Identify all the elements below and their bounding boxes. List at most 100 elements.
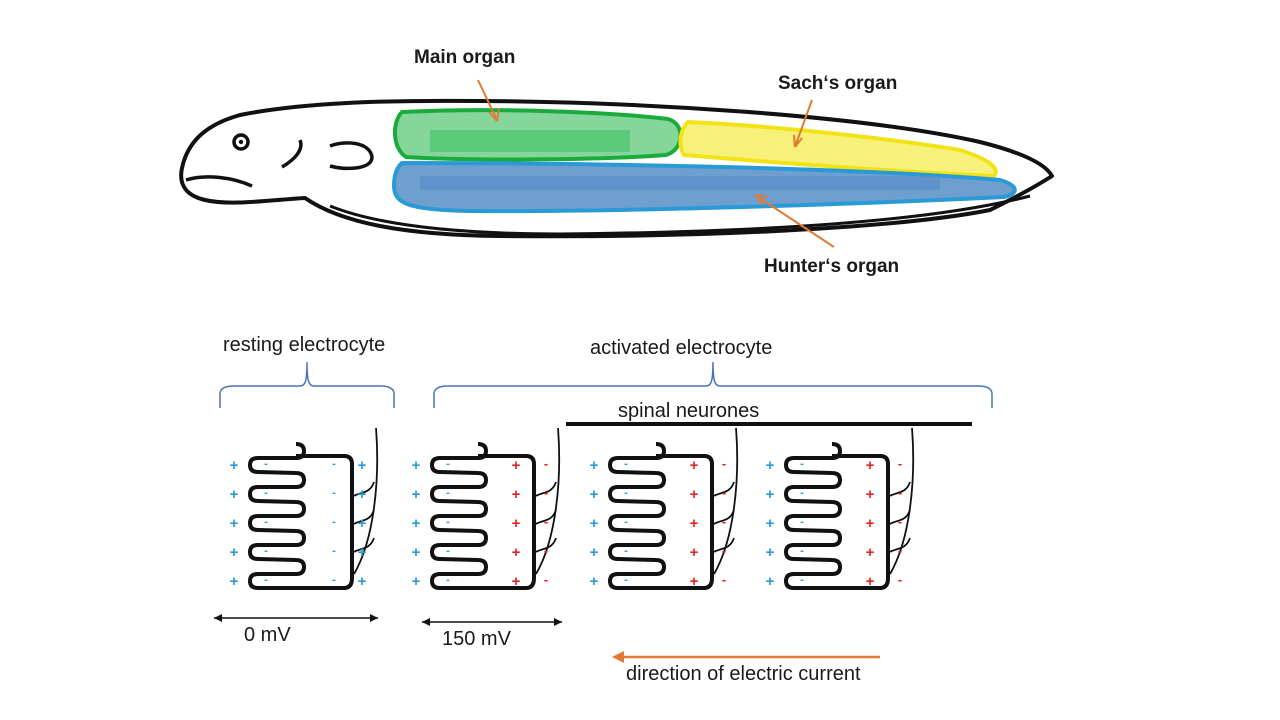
plus-sign: + xyxy=(358,457,367,474)
activated-bracket xyxy=(433,361,993,408)
plus-sign: + xyxy=(512,486,521,503)
plus-sign: + xyxy=(412,486,421,503)
minus-sign: - xyxy=(722,485,726,500)
nerve-fibre xyxy=(889,427,915,575)
plus-sign: + xyxy=(866,515,875,532)
minus-sign: - xyxy=(722,514,726,529)
nerve-fibre xyxy=(713,427,739,575)
minus-sign: - xyxy=(898,514,902,529)
minus-sign: - xyxy=(800,574,804,586)
plus-sign: + xyxy=(412,457,421,474)
plus-sign: + xyxy=(866,573,875,590)
minus-sign: - xyxy=(624,458,628,470)
plus-sign: + xyxy=(690,573,699,590)
sachs-organ-arrow xyxy=(795,99,813,145)
minus-sign: - xyxy=(624,545,628,557)
plus-sign: + xyxy=(358,544,367,561)
minus-sign: - xyxy=(624,574,628,586)
nerve-branch xyxy=(889,481,911,497)
minus-sign: - xyxy=(800,545,804,557)
plus-sign: + xyxy=(230,544,239,561)
current-direction-label: direction of electric current xyxy=(626,663,861,685)
plus-sign: + xyxy=(766,457,775,474)
fish-belly-line xyxy=(329,194,1031,236)
minus-sign: - xyxy=(264,487,268,499)
minus-sign: - xyxy=(800,487,804,499)
nerve-branch xyxy=(353,481,375,497)
plus-sign: + xyxy=(766,544,775,561)
resting-electrocyte-label: resting electrocyte xyxy=(223,334,386,356)
minus-sign: - xyxy=(332,545,336,557)
minus-sign: - xyxy=(332,516,336,528)
resting-bracket xyxy=(219,361,395,408)
nerve-branch xyxy=(535,509,557,525)
sachs-organ-shape xyxy=(678,119,998,179)
nerve-branch xyxy=(713,537,735,553)
plus-sign: + xyxy=(690,457,699,474)
fish xyxy=(179,79,1054,248)
plus-sign: + xyxy=(358,515,367,532)
electrocyte-1: + - - + + - - + + - - + + - - + + - - + xyxy=(230,427,379,590)
plus-sign: + xyxy=(590,486,599,503)
minus-sign: - xyxy=(544,543,548,558)
plus-sign: + xyxy=(512,573,521,590)
plus-sign: + xyxy=(766,486,775,503)
nerve-fibre xyxy=(353,427,379,575)
main-organ-fill xyxy=(430,130,630,152)
plus-sign: + xyxy=(512,515,521,532)
plus-sign: + xyxy=(866,544,875,561)
fish-mouth xyxy=(185,175,253,188)
minus-sign: - xyxy=(898,543,902,558)
nerve-branch xyxy=(353,509,375,525)
fish-gill xyxy=(281,139,303,169)
minus-sign: - xyxy=(722,543,726,558)
electrocyte-3: + - + - + - + - + - + - + - + - + - + - xyxy=(590,427,739,590)
plus-sign: + xyxy=(412,515,421,532)
resting-voltage-label: 0 mV xyxy=(244,624,291,646)
plus-sign: + xyxy=(590,544,599,561)
main-organ-label: Main organ xyxy=(414,47,516,68)
minus-sign: - xyxy=(264,516,268,528)
minus-sign: - xyxy=(264,458,268,470)
electrocyte-membrane xyxy=(608,442,714,590)
minus-sign: - xyxy=(722,572,726,587)
activated-voltage-label: 150 mV xyxy=(442,628,511,650)
current-direction-arrow xyxy=(612,651,880,663)
minus-sign: - xyxy=(264,574,268,586)
hunters-organ-label: Hunter‘s organ xyxy=(764,256,900,277)
plus-sign: + xyxy=(230,457,239,474)
activated-electrocyte-label: activated electrocyte xyxy=(590,337,773,359)
plus-sign: + xyxy=(590,457,599,474)
nerve-branch xyxy=(889,509,911,525)
minus-sign: - xyxy=(624,516,628,528)
nerve-branch xyxy=(713,509,735,525)
plus-sign: + xyxy=(866,457,875,474)
plus-sign: + xyxy=(412,573,421,590)
minus-sign: - xyxy=(800,458,804,470)
plus-sign: + xyxy=(358,573,367,590)
sachs-organ-label: Sach‘s organ xyxy=(778,73,898,94)
nerve-branch xyxy=(353,537,375,553)
plus-sign: + xyxy=(690,515,699,532)
electrocyte-4: + - + - + - + - + - + - + - + - + - + - xyxy=(766,427,915,590)
plus-sign: + xyxy=(690,544,699,561)
minus-sign: - xyxy=(544,572,548,587)
fish-fin xyxy=(329,141,374,171)
minus-sign: - xyxy=(446,487,450,499)
plus-sign: + xyxy=(766,573,775,590)
plus-sign: + xyxy=(766,515,775,532)
minus-sign: - xyxy=(544,456,548,471)
activated-voltage-arrow xyxy=(422,618,562,626)
minus-sign: - xyxy=(722,456,726,471)
plus-sign: + xyxy=(866,486,875,503)
minus-sign: - xyxy=(446,458,450,470)
electrocyte-membrane xyxy=(430,442,536,590)
hunters-organ-arrow xyxy=(757,196,835,248)
minus-sign: - xyxy=(264,545,268,557)
nerve-branch xyxy=(535,481,557,497)
resting-voltage-arrow xyxy=(214,614,378,622)
plus-sign: + xyxy=(690,486,699,503)
plus-sign: + xyxy=(230,573,239,590)
